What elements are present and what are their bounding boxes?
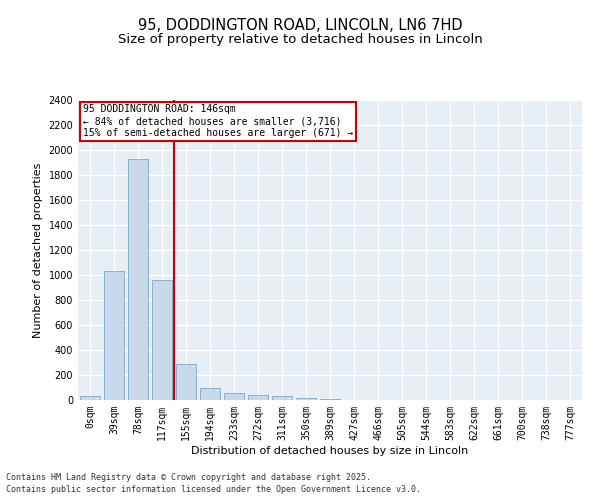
Bar: [176, 364, 196, 400]
X-axis label: Distribution of detached houses by size in Lincoln: Distribution of detached houses by size …: [191, 446, 469, 456]
Bar: [224, 393, 244, 400]
Text: Contains HM Land Registry data © Crown copyright and database right 2025.: Contains HM Land Registry data © Crown c…: [6, 472, 371, 482]
Text: 95 DODDINGTON ROAD: 146sqm
← 84% of detached houses are smaller (3,716)
15% of s: 95 DODDINGTON ROAD: 146sqm ← 84% of deta…: [83, 104, 353, 138]
Bar: [248, 395, 268, 400]
Bar: [200, 388, 220, 400]
Bar: [128, 159, 148, 400]
Bar: [152, 280, 172, 400]
Bar: [80, 396, 100, 400]
Y-axis label: Number of detached properties: Number of detached properties: [33, 162, 43, 338]
Bar: [296, 398, 316, 400]
Text: 95, DODDINGTON ROAD, LINCOLN, LN6 7HD: 95, DODDINGTON ROAD, LINCOLN, LN6 7HD: [137, 18, 463, 32]
Text: Size of property relative to detached houses in Lincoln: Size of property relative to detached ho…: [118, 32, 482, 46]
Text: Contains public sector information licensed under the Open Government Licence v3: Contains public sector information licen…: [6, 485, 421, 494]
Bar: [272, 396, 292, 400]
Bar: [104, 271, 124, 400]
